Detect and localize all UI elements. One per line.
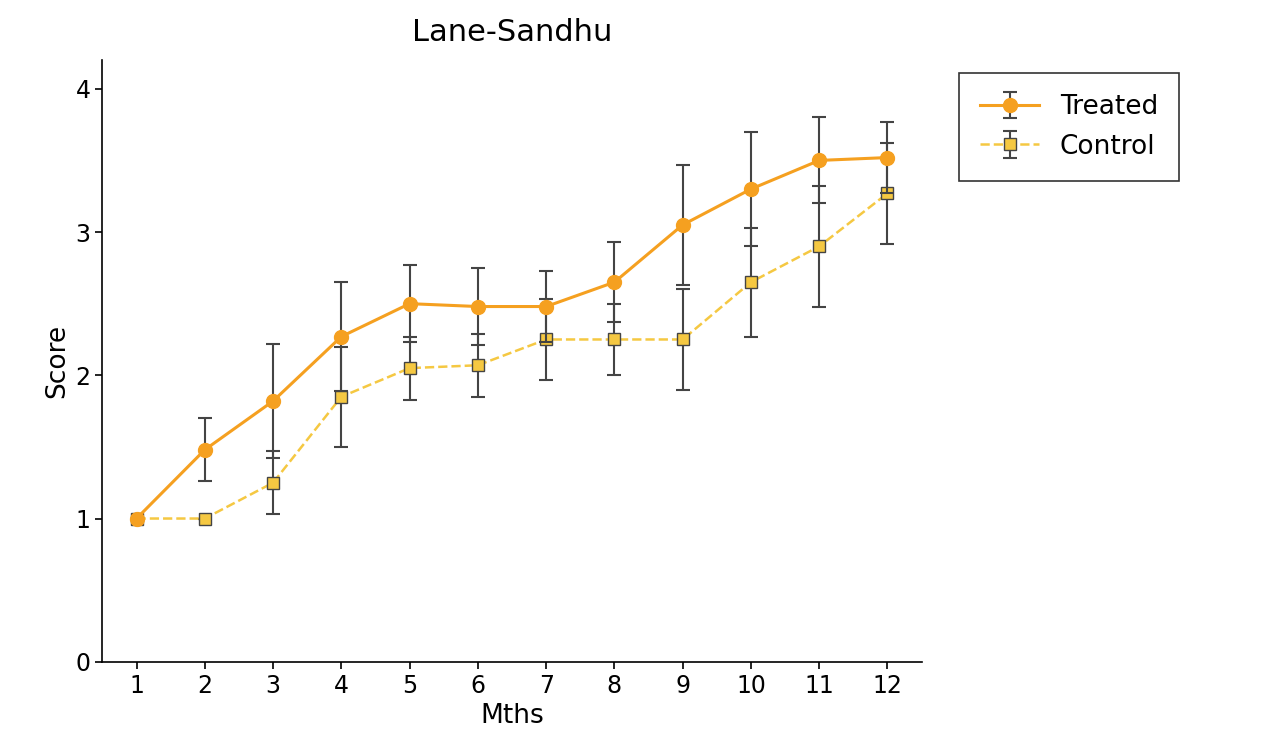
Y-axis label: Score: Score [44, 324, 70, 398]
Title: Lane-Sandhu: Lane-Sandhu [412, 18, 612, 47]
Legend: Treated, Control: Treated, Control [960, 74, 1179, 180]
X-axis label: Mths: Mths [480, 703, 544, 729]
